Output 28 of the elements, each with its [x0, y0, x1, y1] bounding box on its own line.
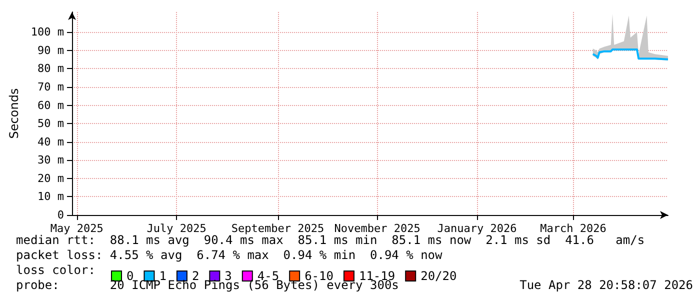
- y-tick-label: 50 m: [38, 117, 64, 130]
- x-tick-label: November 2025: [334, 222, 420, 235]
- line-series: [592, 48, 669, 60]
- legend-label: 3: [224, 269, 232, 283]
- x-tick-label: May 2025: [50, 222, 104, 235]
- legend-label: 1: [159, 269, 166, 283]
- legend-label: 20/20: [420, 269, 457, 283]
- legend-label: 2: [192, 269, 200, 283]
- text: median rtt: 88.1 ms avg 90.4 ms max 85.1 ms min 85.1 ms now 2.1 ms sd 41.6 am/s: [16, 233, 645, 248]
- y-tick-label: 30 m: [38, 154, 64, 167]
- x-tick-label: January 2026: [437, 222, 517, 235]
- y-tick-label: 0: [57, 208, 64, 222]
- x-tick-label: July 2025: [146, 222, 206, 235]
- y-tick-label: 60 m: [38, 98, 64, 112]
- text: loss color:: [16, 263, 96, 278]
- y-tick-label: 70 m: [38, 80, 64, 94]
- y-axis-title: Seconds: [7, 88, 21, 139]
- x-tick-label: September 2025: [231, 222, 324, 235]
- y-tick-label: 20 m: [38, 172, 64, 185]
- y-tick-label: 10 m: [38, 190, 64, 204]
- y-tick-label: 80 m: [38, 62, 64, 76]
- x-tick-label: March 2026: [540, 222, 606, 235]
- text: Tue Apr 28 20:58:07 2026: [520, 278, 693, 293]
- text: packet loss: 4.55 % avg 6.74 % max 0.94 % min 0.94 % now: [16, 248, 442, 263]
- y-tick-label: 100 m: [30, 26, 64, 39]
- y-tick-label: 90 m: [38, 44, 64, 57]
- legend-label: 0: [126, 269, 134, 283]
- y-tick-label: 40 m: [38, 135, 64, 148]
